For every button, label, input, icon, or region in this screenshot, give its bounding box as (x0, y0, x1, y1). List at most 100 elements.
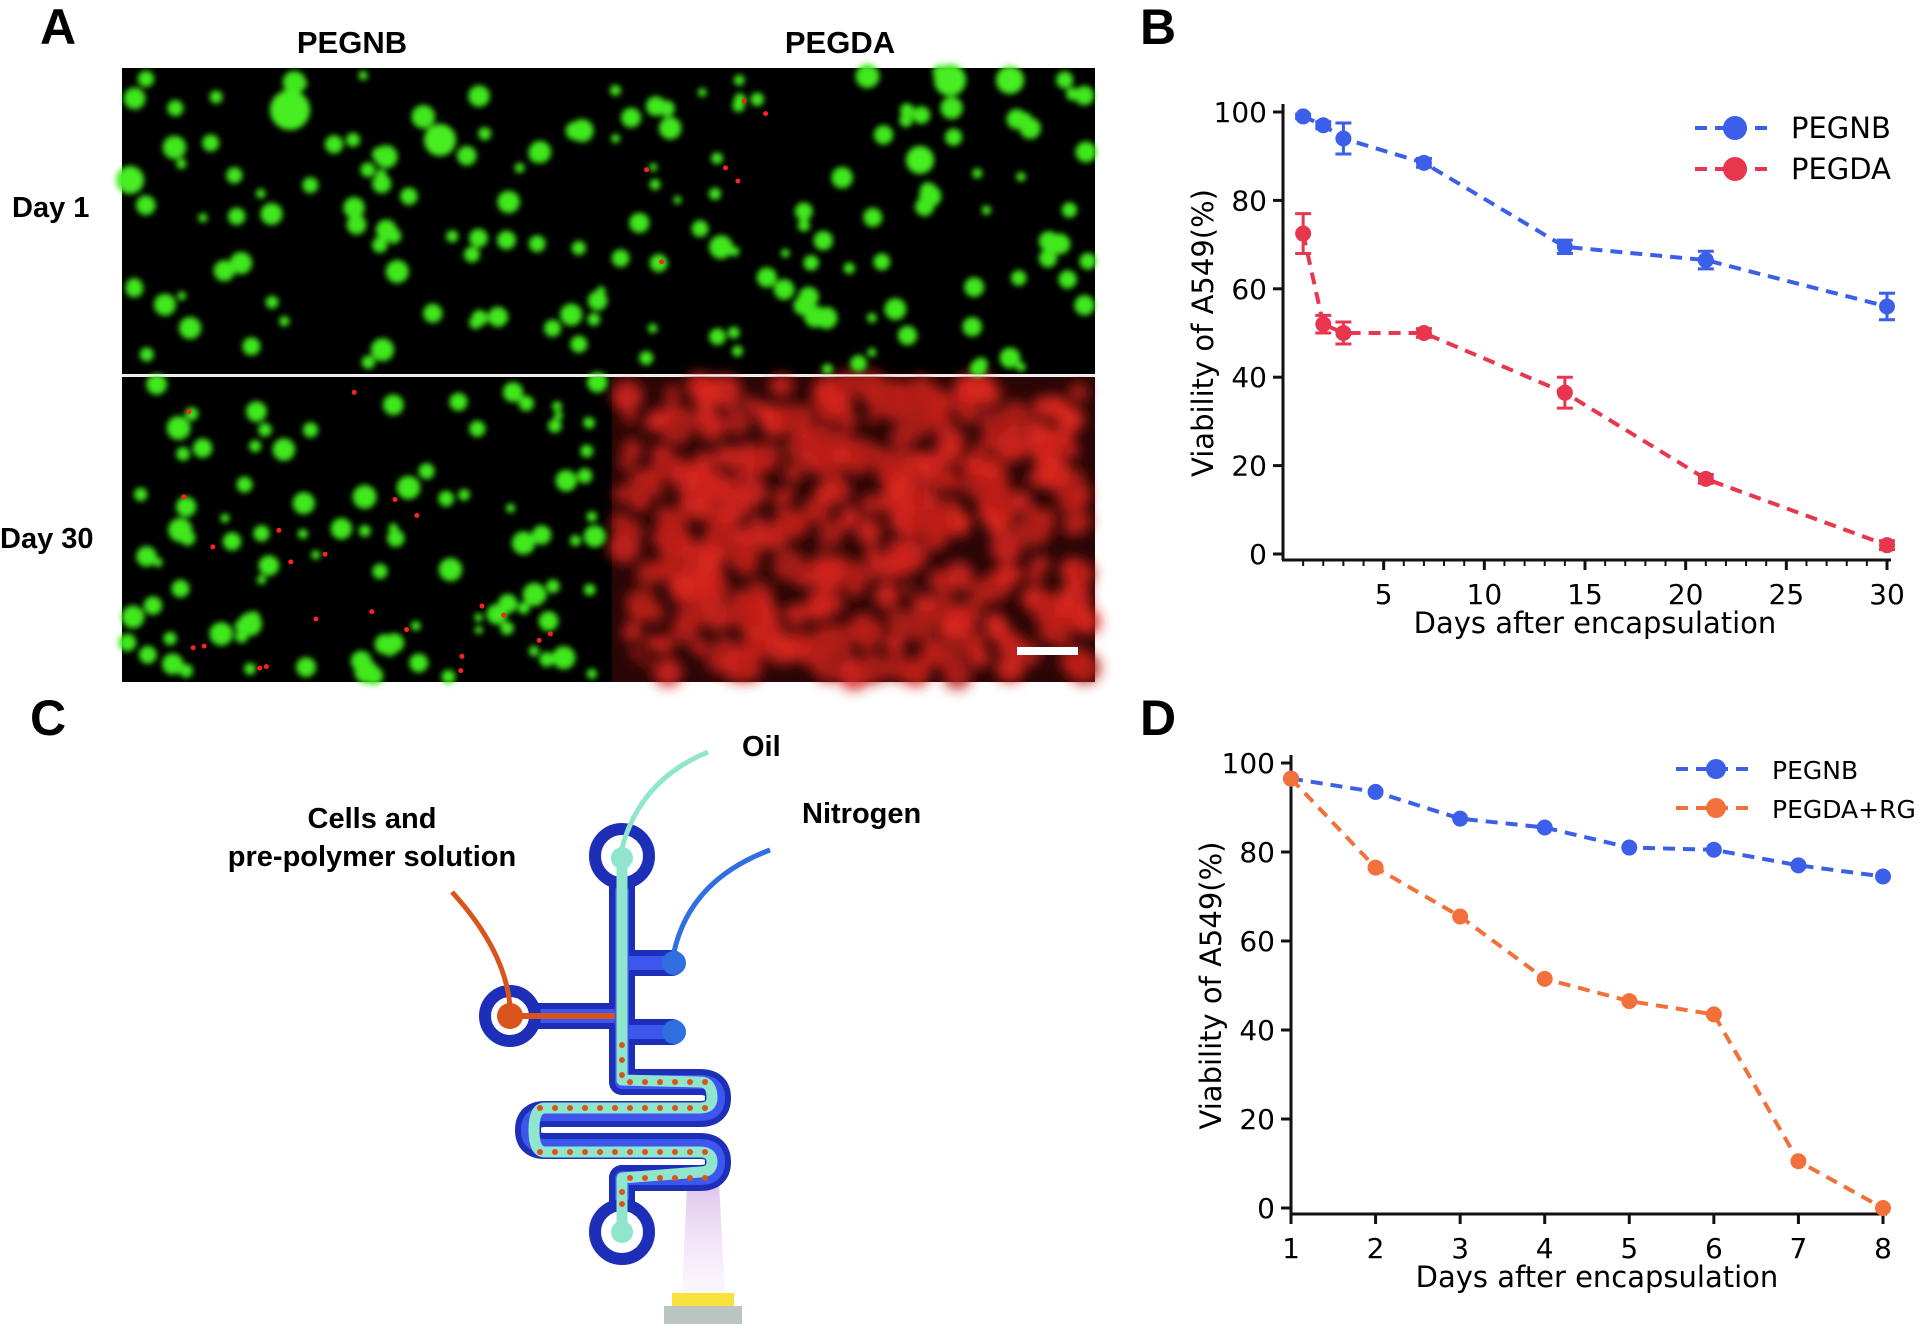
dead-cell (459, 653, 465, 659)
droplet (627, 1105, 633, 1111)
data-point (1790, 857, 1807, 874)
panel-b: B 0 20 40 60 80 100 5 10 15 20 25 30 Days after enca… (1140, 0, 1905, 640)
dead-cell (722, 165, 728, 171)
live-cell (292, 492, 315, 515)
y-tick-label: 100 (1222, 747, 1275, 780)
live-cell (531, 525, 552, 545)
live-cell (446, 230, 459, 243)
live-cell (732, 345, 743, 357)
live-cell (649, 254, 668, 273)
dead-cell-blob (647, 635, 664, 651)
live-cell (587, 290, 608, 311)
live-cell (242, 337, 261, 356)
live-cell (360, 162, 376, 178)
x-axis-label: Days after encapsulation (1416, 1260, 1779, 1294)
legend-marker (1706, 759, 1726, 779)
dead-cell-blob (659, 550, 686, 578)
dead-cell-blob (903, 584, 914, 595)
live-cell (244, 662, 257, 675)
droplet (702, 1175, 708, 1181)
x-tick-label: 20 (1668, 578, 1704, 611)
live-cell (1016, 172, 1026, 182)
live-cell (873, 125, 894, 145)
dead-cell-blob (1074, 608, 1101, 636)
dead-cell-blob (934, 450, 946, 463)
live-cell (361, 355, 376, 369)
dead-cell-blob (990, 531, 1023, 564)
y-tick-label: 20 (1231, 450, 1267, 483)
dead-cell-blob (908, 489, 925, 507)
series-line-0 (1290, 776, 1884, 879)
live-cell (171, 579, 190, 598)
dead-cell-blob (647, 408, 668, 429)
live-cell (468, 85, 490, 107)
droplet (687, 1105, 693, 1111)
dead-cell-blob (621, 438, 643, 460)
dead-cell-blob (695, 458, 713, 475)
light-source-base (664, 1306, 742, 1324)
x-tick-label: 5 (1375, 578, 1393, 611)
dead-cell-blob (873, 583, 900, 610)
droplet (642, 1175, 648, 1181)
dead-cell-blob (1068, 382, 1089, 403)
dead-cell-blob (702, 471, 730, 499)
y-tick-label: 80 (1231, 184, 1267, 217)
droplet (687, 1079, 693, 1085)
x-tick-label: 8 (1874, 1232, 1892, 1265)
dead-cell-blob (1063, 562, 1076, 574)
live-cell (260, 203, 283, 226)
data-point (1452, 810, 1469, 827)
live-cell (528, 645, 540, 657)
dead-cell (276, 527, 282, 533)
droplet (702, 1149, 708, 1155)
x-tick-label: 2 (1367, 1232, 1385, 1265)
droplet (627, 1175, 633, 1181)
live-cell (255, 188, 266, 199)
dead-cell-blob (882, 449, 906, 473)
dead-cell-blob (818, 545, 829, 557)
dead-cell-blob (675, 405, 692, 422)
dead-cell-blob (1036, 456, 1070, 491)
dead-cell-blob (902, 449, 926, 473)
data-point (1315, 316, 1332, 333)
live-cell (185, 407, 199, 421)
dead-cell-blob (947, 509, 970, 531)
y-axis-label: Viability of A549(%) (1194, 842, 1228, 1130)
x-tick-label: 3 (1451, 1232, 1469, 1265)
live-cell (220, 513, 230, 523)
live-cell (1074, 85, 1095, 106)
live-cell (780, 248, 790, 258)
live-cell (944, 128, 963, 146)
live-cell (518, 395, 534, 412)
live-cell (166, 416, 191, 440)
x-tick-label: 1 (1282, 1232, 1300, 1265)
live-cell (912, 106, 931, 124)
live-cell (441, 669, 456, 684)
dead-cell-blob (944, 441, 962, 459)
live-cell (750, 92, 764, 107)
dead-cell-blob (725, 409, 752, 436)
dead-cell-blob (865, 551, 883, 569)
live-cell (418, 463, 435, 480)
live-cell (547, 419, 562, 433)
live-cell (297, 528, 308, 539)
dead-cell-blob (934, 499, 945, 510)
dead-cell (458, 668, 464, 674)
dead-cell-blob (1067, 445, 1080, 458)
label-cells-line1: Cells and (308, 803, 437, 835)
data-point (1415, 325, 1432, 341)
live-cell (899, 113, 913, 128)
droplet (672, 1105, 678, 1111)
live-cell (831, 166, 853, 189)
light-source-top (672, 1293, 734, 1307)
live-cell (469, 420, 486, 437)
data-point (1705, 841, 1722, 858)
dead-cell-blob (1062, 516, 1083, 537)
dead-cell (659, 259, 665, 265)
legend-marker (1723, 157, 1747, 181)
dead-cell-blob (796, 572, 812, 588)
dead-cell (479, 603, 485, 609)
live-cell (330, 518, 352, 540)
dead-cell-blob (979, 410, 1003, 435)
legend-label: PEGDA (1791, 152, 1891, 186)
